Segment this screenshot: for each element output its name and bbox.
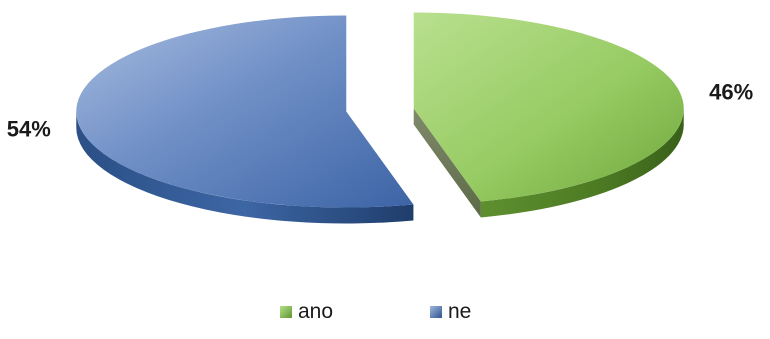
pie-slice-ano-rim xyxy=(480,108,684,218)
pie-slice-ano-cut-face xyxy=(413,108,481,218)
legend-label-ano: ano xyxy=(298,300,333,323)
pie-slice-ano xyxy=(413,12,684,218)
pie-slice-ano-top xyxy=(413,12,684,202)
blue-square-marker-icon xyxy=(430,306,442,318)
data-label-ne: 54% xyxy=(7,117,51,142)
legend-item-ano: ano xyxy=(280,300,333,323)
pie-slice-ne xyxy=(76,15,414,224)
data-label-ano: 46% xyxy=(709,79,753,104)
pie-slice-ne-top xyxy=(76,15,414,208)
legend-item-ne: ne xyxy=(430,300,471,323)
pie-slice-ne-rim xyxy=(76,111,414,224)
green-square-marker-icon xyxy=(280,306,292,318)
legend-label-ne: ne xyxy=(448,300,471,323)
